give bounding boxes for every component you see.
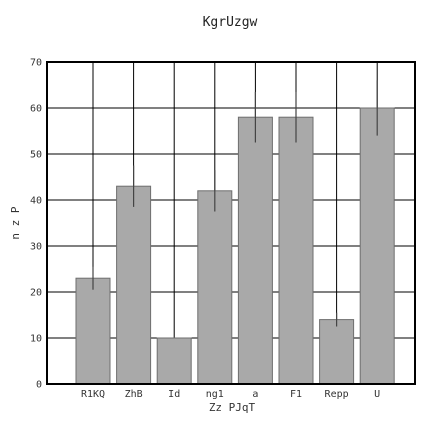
bar-U xyxy=(359,107,395,385)
bar-R1KQ xyxy=(75,277,111,385)
x-tick-label: ng1 xyxy=(206,389,224,400)
x-tick-label: U xyxy=(374,389,380,400)
error-bars xyxy=(92,80,378,327)
bar-ZhB xyxy=(116,185,152,385)
bar-a xyxy=(237,116,273,385)
bar-Repp xyxy=(319,319,355,385)
x-tick-label: R1KQ xyxy=(81,389,105,400)
y-tick-labels: 0 10 20 30 40 50 60 70 xyxy=(30,58,42,391)
bar-ng1 xyxy=(197,190,233,385)
x-tick-labels: R1KQ ZhB Id ng1 a F1 Repp U xyxy=(81,389,380,400)
x-tick-label: F1 xyxy=(290,389,302,400)
plot-frame xyxy=(46,61,416,385)
y-tick-label: 70 xyxy=(30,58,42,69)
y-tick-label: 20 xyxy=(30,288,42,299)
y-tick-label: 0 xyxy=(36,380,42,391)
x-tick-label: Repp xyxy=(325,389,349,400)
y-axis-label: n z P xyxy=(9,206,22,239)
x-axis-label: Zz PJqT xyxy=(209,401,256,414)
y-tick-label: 50 xyxy=(30,150,42,161)
bar-F1 xyxy=(278,116,314,385)
x-tick-label: ZhB xyxy=(125,389,143,400)
y-tick-label: 60 xyxy=(30,104,42,115)
x-tick-label: Id xyxy=(168,389,180,400)
y-tick-label: 30 xyxy=(30,242,42,253)
bar-Id xyxy=(156,337,192,385)
x-tick-label: a xyxy=(252,389,258,400)
chart-title: KgrUzgw xyxy=(203,15,258,30)
bars xyxy=(75,107,395,385)
y-tick-label: 40 xyxy=(30,196,42,207)
y-tick-label: 10 xyxy=(30,334,42,345)
